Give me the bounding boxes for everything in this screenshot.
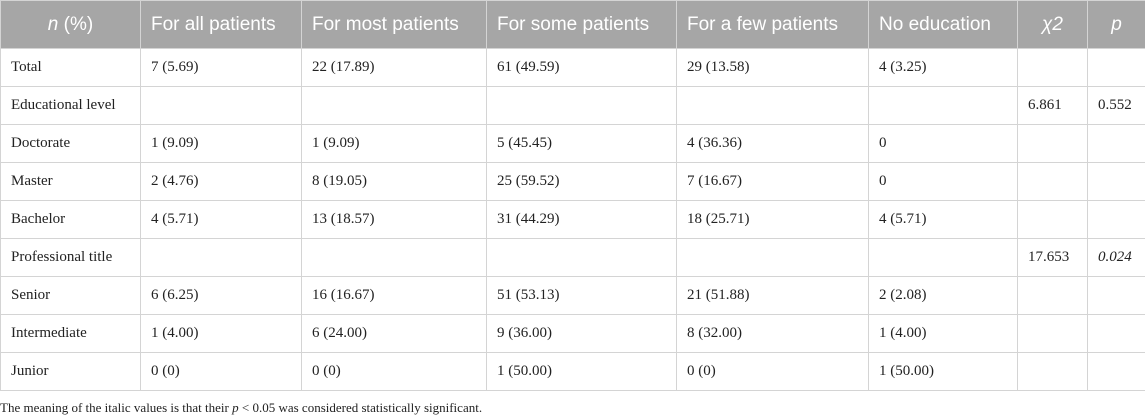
row-label: Bachelor	[0, 200, 141, 239]
table-cell: 1 (9.09)	[140, 124, 302, 163]
row-label: Educational level	[0, 86, 141, 125]
chi-square-cell	[1017, 352, 1088, 391]
table-row: Intermediate 1 (4.00) 6 (24.00) 9 (36.00…	[0, 314, 1145, 353]
table-cell: 22 (17.89)	[301, 48, 487, 87]
header-p-value: p	[1087, 0, 1145, 49]
results-table: n (%) For all patients For most patients…	[0, 0, 1145, 391]
table-cell: 8 (19.05)	[301, 162, 487, 201]
row-label: Intermediate	[0, 314, 141, 353]
table-cell: 13 (18.57)	[301, 200, 487, 239]
table-cell: 7 (16.67)	[676, 162, 869, 201]
table-row: Doctorate 1 (9.09) 1 (9.09) 5 (45.45) 4 …	[0, 124, 1145, 163]
p-value-cell	[1087, 124, 1145, 163]
header-chi-square: χ2	[1017, 0, 1088, 49]
table-cell: 4 (5.71)	[140, 200, 302, 239]
chi-square-cell: 6.861	[1017, 86, 1088, 125]
chi-square-cell: 17.653	[1017, 238, 1088, 277]
table-row: Professional title 17.653 0.024	[0, 238, 1145, 277]
table-cell	[676, 238, 869, 277]
footnote-text-end: < 0.05 was considered statistically sign…	[238, 400, 483, 415]
footnote-text-start: The meaning of the italic values is that…	[0, 400, 233, 415]
row-label: Professional title	[0, 238, 141, 277]
table-cell: 1 (4.00)	[868, 314, 1018, 353]
footnote-p-var: p	[232, 400, 239, 415]
table-cell	[868, 238, 1018, 277]
table-cell: 1 (4.00)	[140, 314, 302, 353]
table-cell: 8 (32.00)	[676, 314, 869, 353]
table-cell: 1 (50.00)	[868, 352, 1018, 391]
table-cell: 0 (0)	[676, 352, 869, 391]
table-row: Junior 0 (0) 0 (0) 1 (50.00) 0 (0) 1 (50…	[0, 352, 1145, 391]
table-cell: 2 (2.08)	[868, 276, 1018, 315]
table-cell: 6 (24.00)	[301, 314, 487, 353]
p-value-cell	[1087, 352, 1145, 391]
table-cell: 16 (16.67)	[301, 276, 487, 315]
table-cell	[301, 238, 487, 277]
table-cell: 4 (3.25)	[868, 48, 1018, 87]
table-cell	[140, 238, 302, 277]
table-cell	[676, 86, 869, 125]
chi-square-cell	[1017, 276, 1088, 315]
table-cell: 21 (51.88)	[676, 276, 869, 315]
table-cell	[868, 86, 1018, 125]
header-n-percent: n (%)	[0, 0, 141, 49]
table-cell: 25 (59.52)	[486, 162, 677, 201]
table-cell: 51 (53.13)	[486, 276, 677, 315]
header-n-var: n	[47, 13, 59, 35]
p-value-cell	[1087, 162, 1145, 201]
table-cell	[486, 238, 677, 277]
table-cell	[301, 86, 487, 125]
table-cell: 5 (45.45)	[486, 124, 677, 163]
table-cell: 9 (36.00)	[486, 314, 677, 353]
table-cell: 18 (25.71)	[676, 200, 869, 239]
table-row: Total 7 (5.69) 22 (17.89) 61 (49.59) 29 …	[0, 48, 1145, 87]
row-label: Senior	[0, 276, 141, 315]
header-n-unit: (%)	[58, 13, 94, 35]
table-row: Master 2 (4.76) 8 (19.05) 25 (59.52) 7 (…	[0, 162, 1145, 201]
table-cell: 31 (44.29)	[486, 200, 677, 239]
table-cell: 0 (0)	[140, 352, 302, 391]
chi-square-cell	[1017, 314, 1088, 353]
table-cell: 2 (4.76)	[140, 162, 302, 201]
header-for-all-patients: For all patients	[140, 0, 302, 49]
row-label: Doctorate	[0, 124, 141, 163]
table-cell: 7 (5.69)	[140, 48, 302, 87]
table-row: Bachelor 4 (5.71) 13 (18.57) 31 (44.29) …	[0, 200, 1145, 239]
table-cell	[140, 86, 302, 125]
table-cell: 0	[868, 124, 1018, 163]
table-cell: 6 (6.25)	[140, 276, 302, 315]
p-value-cell	[1087, 200, 1145, 239]
chi-square-cell	[1017, 162, 1088, 201]
header-for-a-few-patients: For a few patients	[676, 0, 869, 49]
table-cell: 0 (0)	[301, 352, 487, 391]
p-value-cell	[1087, 276, 1145, 315]
chi-square-cell	[1017, 200, 1088, 239]
table-cell: 0	[868, 162, 1018, 201]
table-cell: 4 (36.36)	[676, 124, 869, 163]
header-no-education: No education	[868, 0, 1018, 49]
table-cell: 1 (9.09)	[301, 124, 487, 163]
header-row: n (%) For all patients For most patients…	[0, 0, 1145, 49]
row-label: Total	[0, 48, 141, 87]
p-value-cell-significant: 0.024	[1087, 238, 1145, 277]
header-for-some-patients: For some patients	[486, 0, 677, 49]
table-row: Senior 6 (6.25) 16 (16.67) 51 (53.13) 21…	[0, 276, 1145, 315]
table-cell: 1 (50.00)	[486, 352, 677, 391]
row-label: Junior	[0, 352, 141, 391]
p-value-cell	[1087, 48, 1145, 87]
table-row: Educational level 6.861 0.552	[0, 86, 1145, 125]
p-value-cell: 0.552	[1087, 86, 1145, 125]
header-for-most-patients: For most patients	[301, 0, 487, 49]
table-cell: 4 (5.71)	[868, 200, 1018, 239]
table-cell: 61 (49.59)	[486, 48, 677, 87]
table-footnote: The meaning of the italic values is that…	[0, 400, 482, 416]
table-cell: 29 (13.58)	[676, 48, 869, 87]
p-value-cell	[1087, 314, 1145, 353]
chi-square-cell	[1017, 48, 1088, 87]
row-label: Master	[0, 162, 141, 201]
chi-square-cell	[1017, 124, 1088, 163]
table-cell	[486, 86, 677, 125]
